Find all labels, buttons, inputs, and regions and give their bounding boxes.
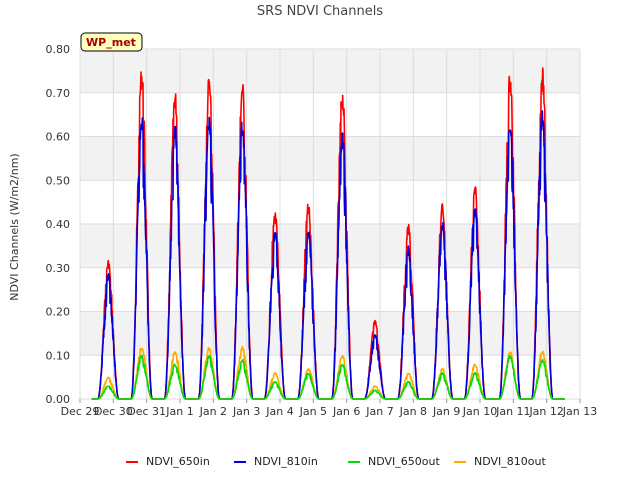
- y-tick-label: 0.00: [46, 393, 71, 406]
- station-badge-box: [80, 32, 143, 52]
- x-tick-label: Jan 8: [399, 405, 427, 418]
- plot-band: [80, 49, 580, 93]
- x-tick-label: Dec 30: [94, 405, 133, 418]
- legend: NDVI_650in NDVI_810in NDVI_650out NDVI_810o…: [126, 455, 546, 468]
- x-tick-label: Jan 7: [365, 405, 393, 418]
- plot-band: [80, 267, 580, 312]
- station-badge-label: WP_met: [86, 36, 136, 49]
- plot-band: [80, 355, 580, 399]
- station-badge: WP_met: [80, 32, 143, 52]
- y-tick-label: 0.60: [46, 131, 71, 144]
- plot-band: [80, 180, 580, 224]
- y-tick-label: 0.50: [46, 174, 71, 187]
- x-tick-label: Jan 4: [265, 405, 293, 418]
- y-tick-label: 0.20: [46, 306, 71, 319]
- x-tick-label: Jan 11: [495, 405, 530, 418]
- y-tick-label: 0.30: [46, 262, 71, 275]
- y-axis: 0.00 0.10 0.20 0.30 0.40 0.50 0.60 0.70 0.80: [46, 43, 71, 406]
- x-tick-label: Dec 29: [61, 405, 100, 418]
- x-tick-label: Jan 9: [432, 405, 460, 418]
- y-tick-label: 0.40: [46, 218, 71, 231]
- legend-label: NDVI_810in: [254, 455, 318, 468]
- y-tick-label: 0.10: [46, 349, 71, 362]
- series-layer: [91, 67, 566, 400]
- plot-band: [80, 92, 580, 137]
- x-tick-label: Jan 10: [462, 405, 497, 418]
- y-tick-label: 0.80: [46, 43, 71, 56]
- x-tick-label: Dec 31: [127, 405, 166, 418]
- x-tick-label: Jan 1: [165, 405, 193, 418]
- legend-label: NDVI_810out: [474, 455, 546, 468]
- x-tick-label: Jan 6: [332, 405, 360, 418]
- plot-band: [80, 136, 580, 181]
- x-tick-label: Jan 2: [199, 405, 227, 418]
- legend-label: NDVI_650in: [146, 455, 210, 468]
- chart-title: SRS NDVI Channels: [257, 4, 383, 19]
- legend-label: NDVI_650out: [368, 455, 440, 468]
- x-tick-label: Jan 13: [562, 405, 597, 418]
- x-tick-label: Jan 3: [232, 405, 260, 418]
- y-axis-label: NDVI Channels (W/m2/nm): [8, 153, 21, 300]
- series-line-ndvi-650out: [91, 354, 566, 400]
- plot-band: [80, 224, 580, 268]
- x-tick-label: Jan 5: [299, 405, 327, 418]
- y-tick-label: 0.70: [46, 87, 71, 100]
- plot-band: [80, 311, 580, 356]
- plot-background: [80, 49, 580, 399]
- x-tick-label: Jan 12: [528, 405, 563, 418]
